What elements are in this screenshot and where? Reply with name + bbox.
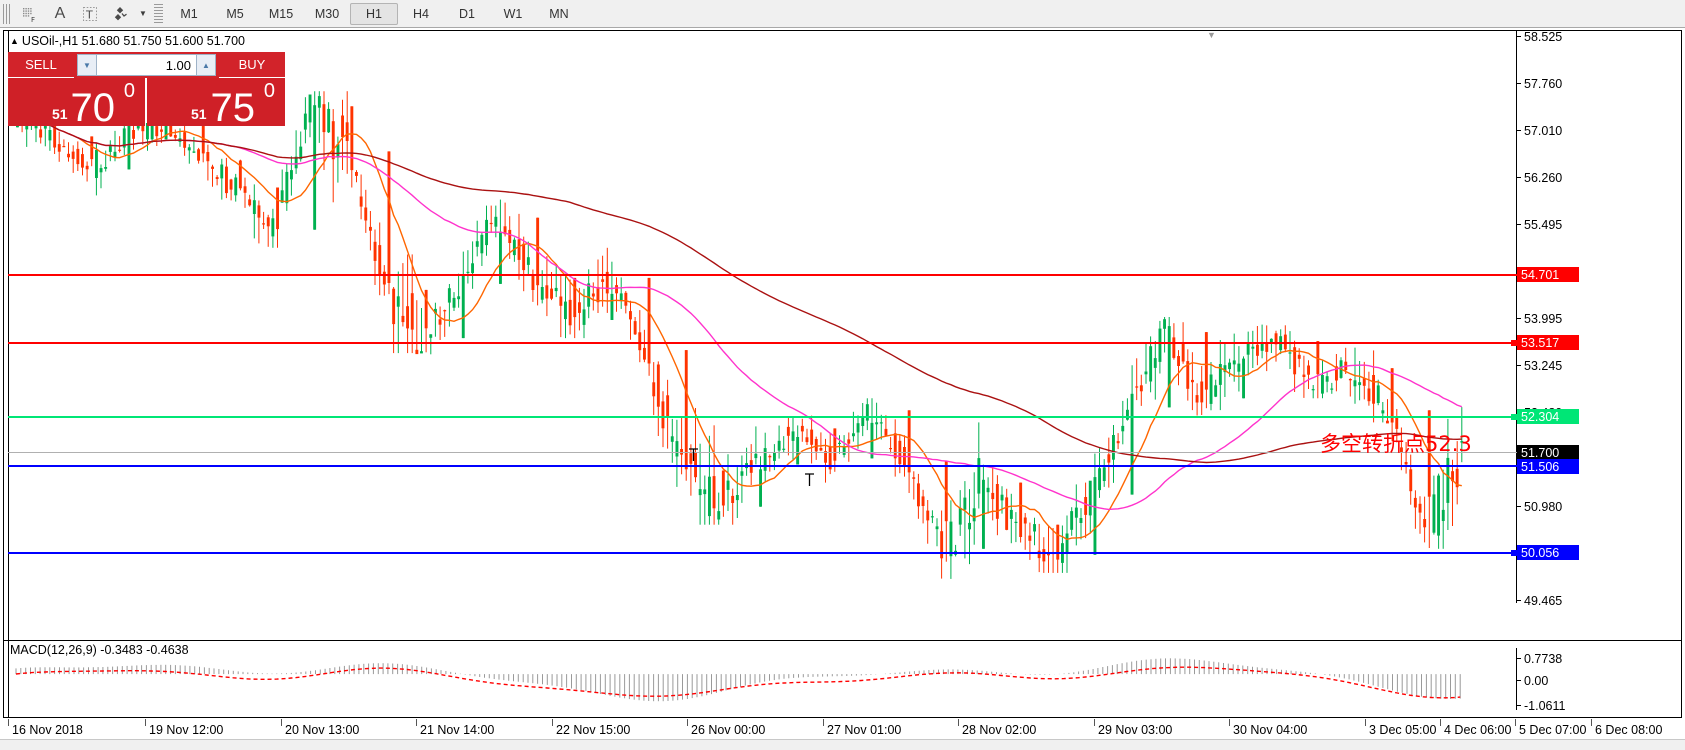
trade-panel-header: SELL ▼ 1.00 ▲ BUY [8,52,285,78]
buy-price-main: 75 [210,86,256,130]
chart-frame [3,30,1682,718]
candlestick-canvas [16,91,1464,579]
sell-price-button[interactable]: 51 70 0 [8,78,145,130]
support-line-50056[interactable] [8,550,1517,556]
scroll-marker-icon: ▼ [1207,30,1216,40]
price-tick: 53.995 [1517,312,1677,326]
crosshair-icon[interactable]: F [15,2,45,25]
price-tick: 50.980 [1517,500,1677,514]
buy-price-prefix: 51 [191,106,207,122]
price-tick: 57.010 [1517,124,1677,138]
price-badge-pivot[interactable]: 52.304 [1517,409,1579,424]
volume-control: ▼ 1.00 ▲ [74,52,219,78]
text-label-icon[interactable]: A [54,4,66,22]
sell-price-prefix: 51 [52,106,68,122]
time-tick: 19 Nov 12:00 [145,719,223,737]
volume-increment-button[interactable]: ▲ [196,54,216,76]
crosshair-marker-icon-2 [804,473,815,487]
price-badge-resistance-high[interactable]: 54.701 [1517,267,1579,282]
time-tick: 6 Dec 08:00 [1591,719,1662,737]
one-click-trading-panel: SELL ▼ 1.00 ▲ BUY 51 70 0 51 75 0 [8,52,285,130]
price-badge-support-low[interactable]: 50.056 [1517,545,1579,560]
time-tick: 27 Nov 01:00 [823,719,901,737]
objects-icon[interactable] [105,2,135,25]
volume-input[interactable]: 1.00 [97,54,196,76]
price-tick: 55.495 [1517,218,1677,232]
timeframe-w1[interactable]: W1 [503,6,523,21]
horizontal-scrollbar[interactable] [0,739,1685,750]
macd-tick: 0.00 [1517,674,1677,688]
buy-price-button[interactable]: 51 75 0 [147,78,285,130]
timeframe-grip[interactable] [154,3,163,24]
time-tick: 4 Dec 06:00 [1440,719,1511,737]
time-tick: 28 Nov 02:00 [958,719,1036,737]
collapse-triangle-icon[interactable]: ▲ [10,36,19,46]
macd-axis-line [1516,648,1517,710]
price-plot-area[interactable]: 多空转折点52.3 [8,31,1517,603]
timeframe-h4[interactable]: H4 [413,6,429,21]
timeframe-h1[interactable]: H1 [350,2,398,25]
buy-price-fraction: 0 [263,80,275,102]
time-tick: 3 Dec 05:00 [1365,719,1436,737]
chart-left-gutter [5,31,9,717]
price-axis[interactable]: 58.52557.76057.01056.26055.49554.74053.9… [1517,30,1677,713]
time-tick: 26 Nov 00:00 [687,719,765,737]
timeframe-buttons: M1 M5 M15 M30 H1 H4 D1 W1 MN [166,0,582,27]
toolbar: F A T ▼ M1 M5 M15 M30 H1 H4 D1 [0,0,1685,28]
resistance-line-53517[interactable] [8,340,1517,346]
timeframe-mn[interactable]: MN [549,6,569,21]
svg-text:T: T [85,8,93,21]
price-tick: 49.465 [1517,594,1677,608]
macd-tick: 0.7738 [1517,652,1677,666]
trade-panel-prices: 51 70 0 51 75 0 [8,78,285,130]
crosshair-marker-icon [688,448,699,462]
sell-price-fraction: 0 [123,80,135,102]
level-anchor-handle[interactable] [1511,550,1517,556]
support-line-51506[interactable] [8,465,1517,467]
macd-indicator-label: MACD(12,26,9) -0.3483 -0.4638 [10,643,189,657]
timeframe-m15[interactable]: M15 [268,6,294,21]
macd-plot-area[interactable] [8,648,1517,710]
buy-button-label[interactable]: BUY [219,52,285,78]
subwindow-separator [4,640,1681,641]
time-tick: 5 Dec 07:00 [1515,719,1586,737]
macd-canvas [15,658,1461,702]
price-tick: 58.525 [1517,30,1677,44]
resistance-line-54701[interactable] [8,274,1517,276]
price-tick: 56.260 [1517,171,1677,185]
timeframe-m1[interactable]: M1 [180,6,198,21]
sell-button-label[interactable]: SELL [8,52,74,78]
volume-decrement-button[interactable]: ▼ [77,54,97,76]
text-box-icon[interactable]: T [75,2,105,25]
symbol-info-text: USOil-,H1 51.680 51.750 51.600 51.700 [21,34,245,48]
time-tick: 30 Nov 04:00 [1229,719,1307,737]
timeframe-m5[interactable]: M5 [226,6,244,21]
symbol-info-bar: ▲ USOil-,H1 51.680 51.750 51.600 51.700 [10,34,245,48]
time-tick: 20 Nov 13:00 [281,719,359,737]
svg-text:F: F [31,16,35,23]
timeframe-m30[interactable]: M30 [314,6,340,21]
time-tick: 29 Nov 03:00 [1094,719,1172,737]
price-tick: 53.245 [1517,359,1677,373]
time-tick: 22 Nov 15:00 [552,719,630,737]
time-tick: 16 Nov 2018 [8,719,83,737]
chevron-down-icon[interactable]: ▼ [139,9,147,18]
macd-tick: -1.0611 [1517,699,1677,713]
level-anchor-handle[interactable] [1511,414,1517,420]
pivot-line-52304[interactable] [8,414,1517,420]
timeframe-d1[interactable]: D1 [459,6,475,21]
price-badge-support[interactable]: 51.506 [1517,459,1579,474]
time-tick: 21 Nov 14:00 [416,719,494,737]
sell-price-main: 70 [70,86,116,130]
chart-annotation-text: 多空转折点52.3 [1320,432,1472,456]
last-price-line-51700[interactable] [8,452,1517,453]
level-anchor-handle[interactable] [1511,340,1517,346]
price-badge-resistance[interactable]: 53.517 [1517,335,1579,350]
price-badge-last[interactable]: 51.700 [1517,445,1579,460]
price-tick: 57.760 [1517,77,1677,91]
toolbar-grip[interactable] [3,3,12,24]
price-axis-line [1516,31,1517,603]
